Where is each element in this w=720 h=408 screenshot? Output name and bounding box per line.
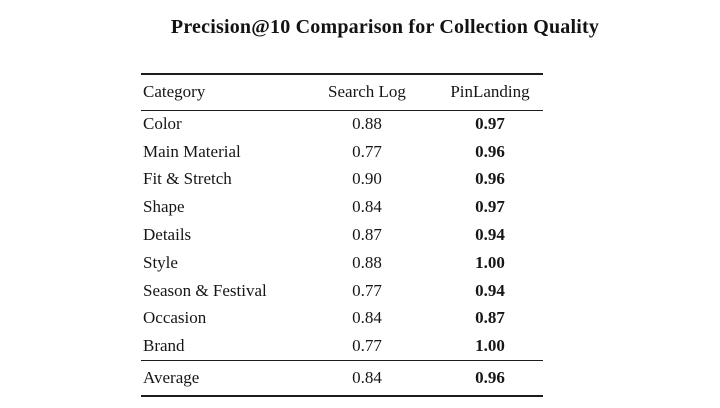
column-header-pinlanding: PinLanding xyxy=(437,74,543,111)
table-row: Details 0.87 0.94 xyxy=(141,221,543,249)
category-cell: Season & Festival xyxy=(143,280,267,300)
pinlanding-cell: 0.96 xyxy=(475,169,505,189)
header-row: Category Search Log PinLanding xyxy=(141,74,543,111)
average-search-log-cell: 0.84 xyxy=(297,359,437,397)
category-cell: Color xyxy=(143,114,182,134)
average-pinlanding-cell: 0.96 xyxy=(437,359,543,397)
table-row: Occasion 0.84 0.87 xyxy=(141,305,543,333)
search-log-cell: 0.90 xyxy=(352,169,382,189)
column-header-search-log: Search Log xyxy=(297,74,437,111)
search-log-cell: 0.77 xyxy=(352,336,382,356)
search-log-cell: 0.88 xyxy=(352,114,382,134)
column-header-category: Category xyxy=(141,74,297,111)
table-row: Brand 0.77 1.00 xyxy=(141,332,543,360)
category-cell: Main Material xyxy=(143,141,241,161)
pinlanding-cell: 0.94 xyxy=(475,225,505,245)
table-row: Style 0.88 1.00 xyxy=(141,249,543,277)
pinlanding-cell: 1.00 xyxy=(475,336,505,356)
category-cell: Fit & Stretch xyxy=(143,169,232,189)
search-log-cell: 0.84 xyxy=(352,308,382,328)
category-cell: Occasion xyxy=(143,308,207,328)
table-row: Season & Festival 0.77 0.94 xyxy=(141,277,543,305)
category-cell: Style xyxy=(143,252,178,272)
table-row: Shape 0.84 0.97 xyxy=(141,193,543,221)
pinlanding-cell: 0.94 xyxy=(475,280,505,300)
category-cell: Brand xyxy=(143,336,185,356)
comparison-table: Category Search Log PinLanding Color 0.8… xyxy=(141,73,543,398)
search-log-cell: 0.77 xyxy=(352,141,382,161)
table-row: Main Material 0.77 0.96 xyxy=(141,138,543,166)
comparison-table-container: Category Search Log PinLanding Color 0.8… xyxy=(141,73,543,398)
pinlanding-cell: 0.96 xyxy=(475,141,505,161)
average-label: Average xyxy=(141,359,297,397)
table-row: Fit & Stretch 0.90 0.96 xyxy=(141,166,543,194)
search-log-cell: 0.84 xyxy=(352,197,382,217)
pinlanding-cell: 0.97 xyxy=(475,114,505,134)
search-log-cell: 0.88 xyxy=(352,252,382,272)
table-row: Color 0.88 0.97 xyxy=(141,110,543,138)
category-cell: Details xyxy=(143,225,192,245)
search-log-cell: 0.87 xyxy=(352,225,382,245)
search-log-cell: 0.77 xyxy=(352,280,382,300)
table-title: Precision@10 Comparison for Collection Q… xyxy=(170,16,600,38)
pinlanding-cell: 1.00 xyxy=(475,252,505,272)
category-cell: Shape xyxy=(143,197,185,217)
average-row: Average 0.84 0.96 xyxy=(141,359,543,397)
pinlanding-cell: 0.87 xyxy=(475,308,505,328)
pinlanding-cell: 0.97 xyxy=(475,197,505,217)
